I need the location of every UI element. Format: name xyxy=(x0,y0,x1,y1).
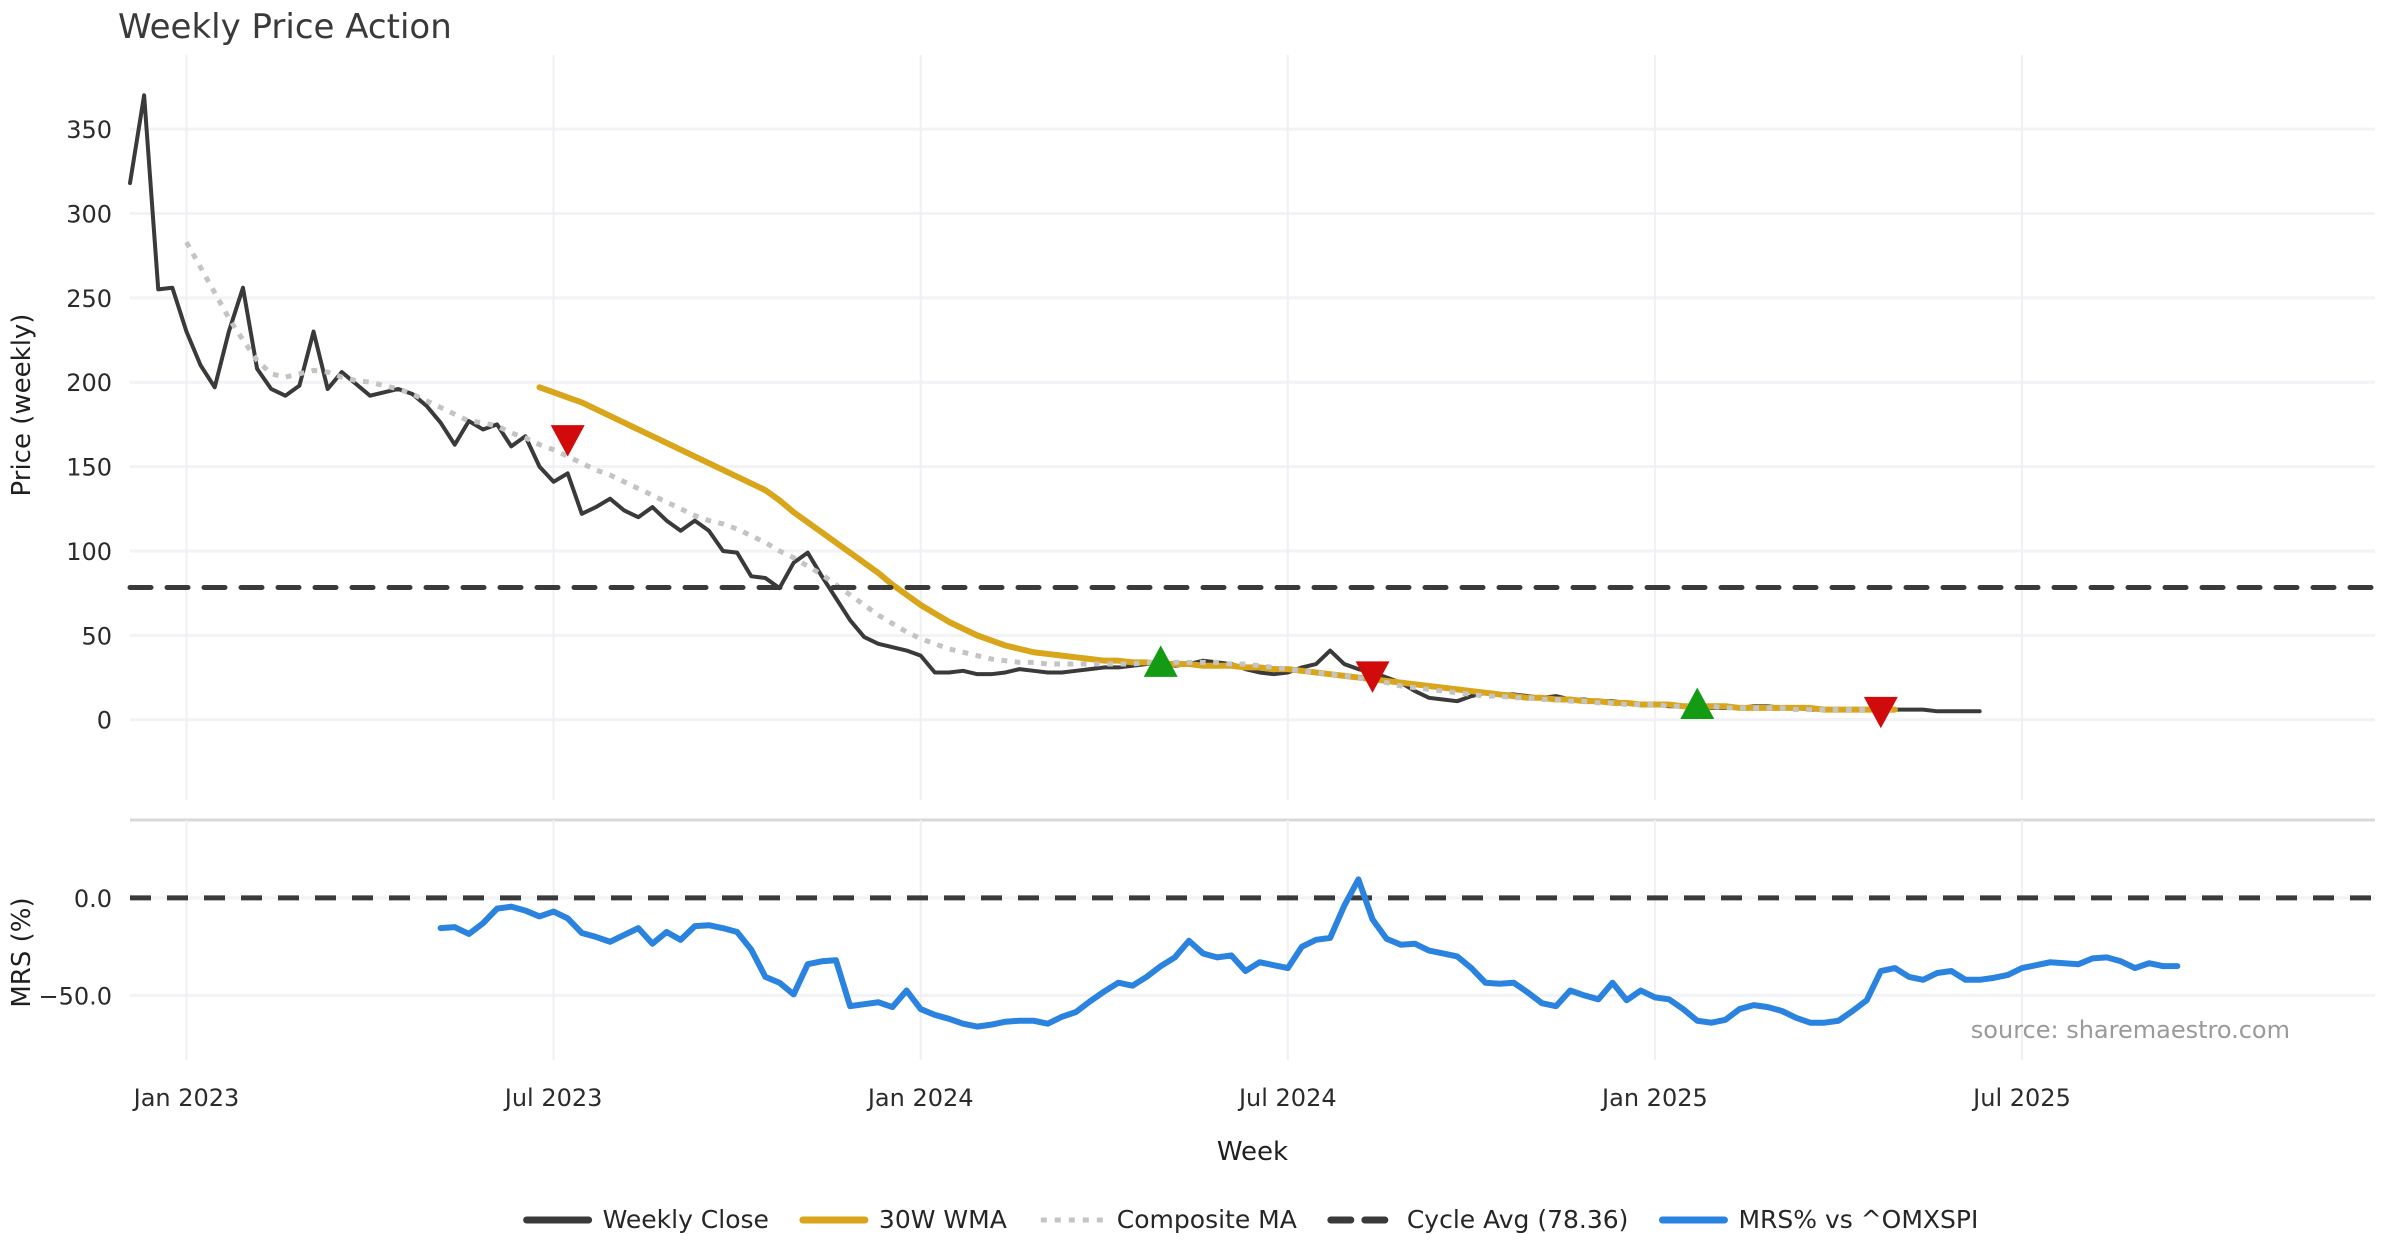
legend-item-mrs-vs-omxspi-label: MRS% vs ^OMXSPI xyxy=(1738,1205,1978,1234)
x-tick-label: Jan 2025 xyxy=(1600,1084,1708,1112)
price-y-tick-label: 200 xyxy=(66,369,112,397)
price-panel: 0 50 100 150 200 250 300 350 Price (weekly) xyxy=(7,55,2378,800)
legend-item-30w-wma-label: 30W WMA xyxy=(879,1205,1007,1234)
x-tick-label: Jan 2023 xyxy=(132,1084,240,1112)
mrs-y-tick-label: 0.0 xyxy=(74,885,112,913)
legend-item-30w-wma[interactable]: 30W WMA xyxy=(799,1205,1007,1234)
chart-legend[interactable]: Weekly Close 30W WMA Composite MA Cycle Avg… xyxy=(523,1205,1979,1234)
price-y-tick-label: 0 xyxy=(97,707,112,735)
x-axis: Jan 2023 Jul 2023 Jan 2024 Jul 2024 Jan 2025… xyxy=(132,1084,2071,1167)
price-series-weekly-close xyxy=(128,93,1982,714)
legend-item-composite-ma[interactable]: Composite MA xyxy=(1040,1205,1297,1234)
source-watermark: source: sharemaestro.com xyxy=(1971,1016,2290,1044)
price-y-tick-label: 350 xyxy=(66,116,112,144)
price-series-composite-ma xyxy=(184,240,1895,713)
legend-item-composite-ma-label: Composite MA xyxy=(1117,1205,1297,1234)
x-tick-label: Jul 2025 xyxy=(1971,1084,2071,1112)
price-y-tick-label: 50 xyxy=(81,622,112,650)
price-series-30w-wma xyxy=(536,384,1898,713)
sell-signal-marker[interactable] xyxy=(1863,696,1898,729)
sell-signal-marker[interactable] xyxy=(1355,661,1390,693)
buy-signal-marker[interactable] xyxy=(1143,645,1178,677)
legend-item-cycle-avg-78-36[interactable]: Cycle Avg (78.36) xyxy=(1327,1205,1629,1234)
page-title: Weekly Price Action xyxy=(118,7,452,47)
price-y-tick-label: 300 xyxy=(66,200,112,228)
mrs-series-line xyxy=(437,876,2181,1030)
sell-signal-marker[interactable] xyxy=(550,425,585,457)
price-y-tick-label: 250 xyxy=(66,285,112,313)
price-y-tick-label: 150 xyxy=(66,454,112,482)
price-y-axis-label: Price (weekly) xyxy=(7,314,37,497)
legend-item-weekly-close-label: Weekly Close xyxy=(603,1205,769,1234)
x-tick-label: Jan 2024 xyxy=(866,1084,974,1112)
buy-signal-marker[interactable] xyxy=(1680,687,1715,720)
x-axis-label: Week xyxy=(1217,1137,1288,1167)
legend-item-mrs-vs-omxspi[interactable]: MRS% vs ^OMXSPI xyxy=(1658,1205,1978,1234)
legend-item-weekly-close[interactable]: Weekly Close xyxy=(523,1205,769,1234)
x-tick-label: Jul 2024 xyxy=(1237,1084,1337,1112)
mrs-y-axis-label: MRS (%) xyxy=(7,897,37,1007)
legend-item-cycle-avg-78-36-label: Cycle Avg (78.36) xyxy=(1407,1205,1629,1234)
price-y-tick-label: 100 xyxy=(66,538,112,566)
mrs-y-tick-label: −50.0 xyxy=(38,982,112,1010)
x-tick-label: Jul 2023 xyxy=(503,1084,603,1112)
